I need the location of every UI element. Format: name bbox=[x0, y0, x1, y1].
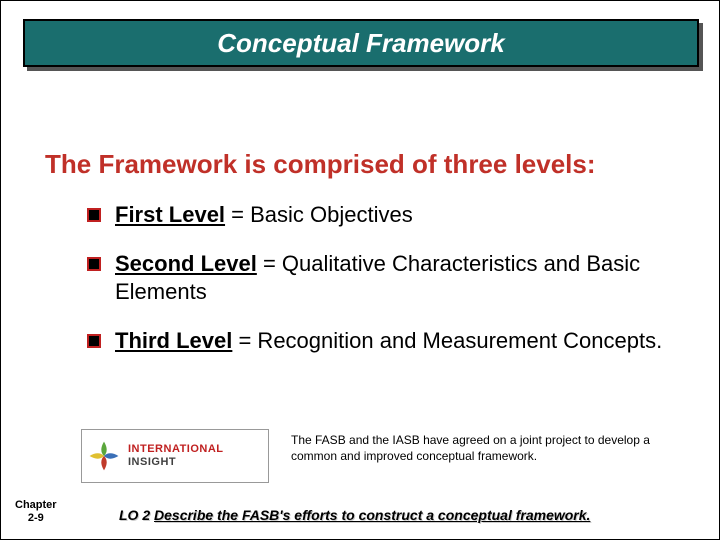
insight-star-icon bbox=[86, 438, 122, 474]
bullet-list: First Level = Basic Objectives Second Le… bbox=[87, 201, 667, 375]
insight-label: INTERNATIONAL INSIGHT bbox=[128, 443, 224, 469]
title-banner: Conceptual Framework bbox=[23, 19, 699, 67]
chapter-label: Chapter 2-9 bbox=[15, 499, 57, 525]
list-item: Second Level = Qualitative Characteristi… bbox=[87, 250, 667, 307]
bullet-icon bbox=[87, 208, 101, 222]
list-item: Third Level = Recognition and Measuremen… bbox=[87, 327, 667, 356]
international-insight-badge: INTERNATIONAL INSIGHT bbox=[81, 429, 269, 483]
framework-heading: The Framework is comprised of three leve… bbox=[45, 149, 596, 180]
list-item: First Level = Basic Objectives bbox=[87, 201, 667, 230]
bullet-icon bbox=[87, 334, 101, 348]
bullet-text: First Level = Basic Objectives bbox=[115, 201, 413, 230]
insight-description: The FASB and the IASB have agreed on a j… bbox=[291, 433, 691, 464]
learning-objective: LO 2 Describe the FASB's efforts to cons… bbox=[119, 507, 590, 523]
title-text: Conceptual Framework bbox=[217, 28, 505, 59]
bullet-icon bbox=[87, 257, 101, 271]
bullet-text: Second Level = Qualitative Characteristi… bbox=[115, 250, 667, 307]
bullet-text: Third Level = Recognition and Measuremen… bbox=[115, 327, 662, 356]
